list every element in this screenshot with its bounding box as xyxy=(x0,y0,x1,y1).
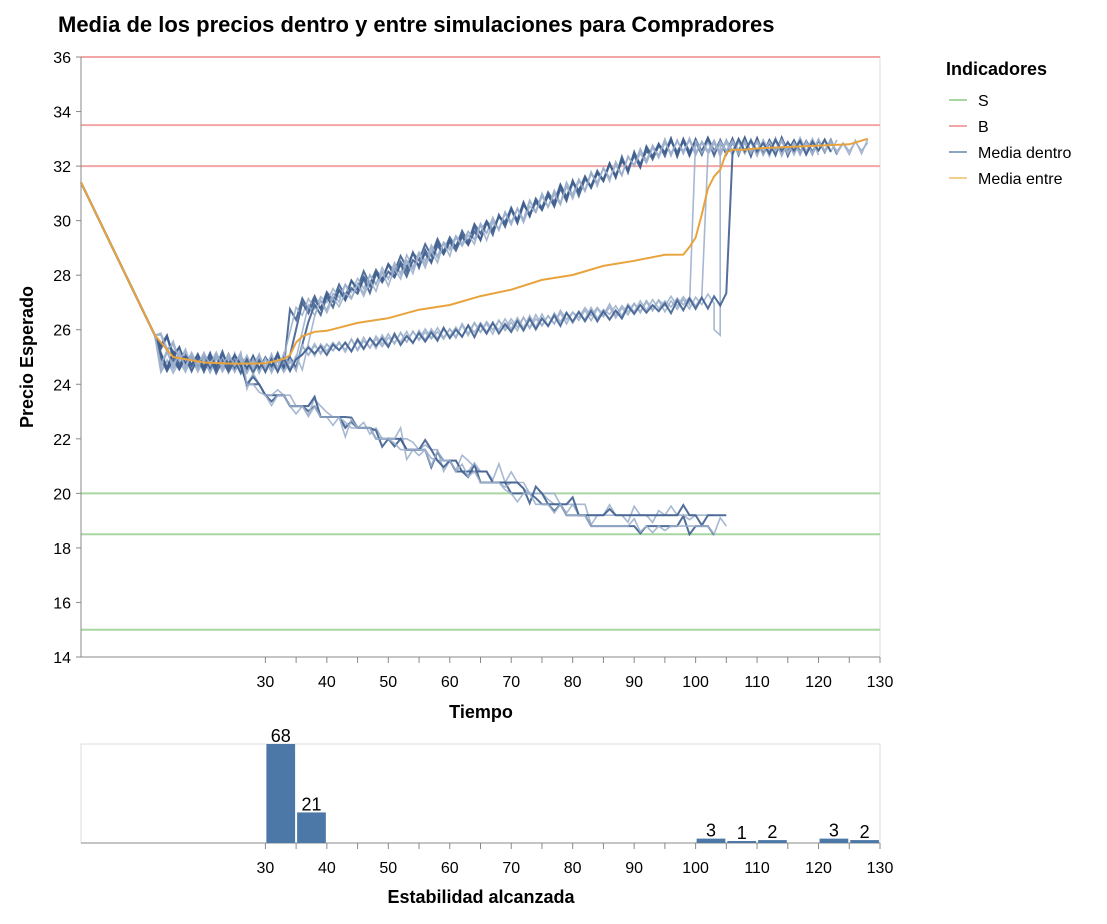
x-tick-label: 80 xyxy=(564,674,582,691)
histogram-bar xyxy=(696,838,726,843)
histogram-bar-label: 68 xyxy=(271,726,291,746)
histogram-bar xyxy=(819,838,849,843)
histogram-x-tick-label: 110 xyxy=(744,860,770,877)
histogram-bar-label: 3 xyxy=(829,821,839,841)
media-entre-series xyxy=(80,137,868,365)
media-dentro-series-10 xyxy=(80,136,832,376)
x-tick-label: 40 xyxy=(318,674,336,691)
histogram-x-tick-label: 30 xyxy=(256,860,274,877)
media-dentro-series-5 xyxy=(80,134,820,373)
x-tick-label: 120 xyxy=(805,674,832,691)
main-plot: 14 16 18 20 22 24 26 28 30 32 34 36 30 40 50 60 70 80 90 10… xyxy=(53,50,893,691)
y-tick-label: 24 xyxy=(53,377,71,394)
x-tick-label: 130 xyxy=(867,674,894,691)
legend-label: Media dentro xyxy=(978,145,1071,162)
histogram-bar xyxy=(758,840,787,843)
y-tick-label: 34 xyxy=(53,105,71,122)
legend-label: B xyxy=(978,119,989,136)
histogram-x-axis-title: Estabilidad alcanzada xyxy=(387,887,575,907)
legend-title: Indicadores xyxy=(946,59,1047,79)
histogram-bar xyxy=(850,840,879,843)
histogram-x-tick-label: 90 xyxy=(625,860,643,877)
chart-title: Media de los precios dentro y entre simu… xyxy=(58,12,774,37)
histogram-bar-label: 3 xyxy=(706,821,716,841)
media-dentro-series-3 xyxy=(80,135,838,375)
x-axis-title: Tiempo xyxy=(449,702,513,722)
y-tick-label: 36 xyxy=(53,50,71,67)
histogram-x-tick-label: 70 xyxy=(502,860,520,877)
legend: Indicadores SB Media dentro Media entre xyxy=(946,59,1071,188)
x-tick-label: 50 xyxy=(379,674,397,691)
y-tick-label: 28 xyxy=(53,268,71,285)
x-tick-label: 110 xyxy=(744,674,770,691)
y-tick-label: 32 xyxy=(53,159,71,176)
histogram-bar-label: 1 xyxy=(737,823,747,843)
histogram-bar xyxy=(727,841,757,843)
histogram-bar-label: 21 xyxy=(301,794,321,814)
histogram-bar xyxy=(266,744,296,843)
histogram-bar-label: 2 xyxy=(767,822,777,842)
y-tick-label: 30 xyxy=(53,214,71,231)
y-tick-label: 18 xyxy=(53,541,71,558)
histogram-x-tick-label: 100 xyxy=(682,860,709,877)
y-tick-label: 22 xyxy=(53,432,71,449)
x-tick-label: 30 xyxy=(256,674,274,691)
histogram-x-tick-label: 120 xyxy=(805,860,832,877)
y-tick-label: 20 xyxy=(53,486,71,503)
histogram-x-tick-label: 80 xyxy=(564,860,582,877)
x-tick-label: 70 xyxy=(502,674,520,691)
y-axis-title: Precio Esperado xyxy=(17,286,37,428)
media-dentro-series-6 xyxy=(80,135,838,374)
y-tick-label: 26 xyxy=(53,323,71,340)
histogram-bar-label: 2 xyxy=(860,822,870,842)
y-tick-label: 14 xyxy=(53,650,71,667)
histogram-x-tick-label: 60 xyxy=(441,860,459,877)
y-tick-label: 16 xyxy=(53,595,71,612)
histogram-bar xyxy=(297,812,326,843)
x-tick-label: 100 xyxy=(682,674,709,691)
histogram-x-tick-label: 40 xyxy=(318,860,336,877)
media-dentro-series-15 xyxy=(80,182,727,536)
histogram-x-tick-label: 130 xyxy=(867,860,894,877)
x-tick-label: 90 xyxy=(625,674,643,691)
histogram-x-tick-label: 50 xyxy=(379,860,397,877)
legend-label: S xyxy=(978,93,989,110)
x-tick-label: 60 xyxy=(441,674,459,691)
legend-label: Media entre xyxy=(978,171,1063,188)
histogram-frame xyxy=(80,743,881,844)
